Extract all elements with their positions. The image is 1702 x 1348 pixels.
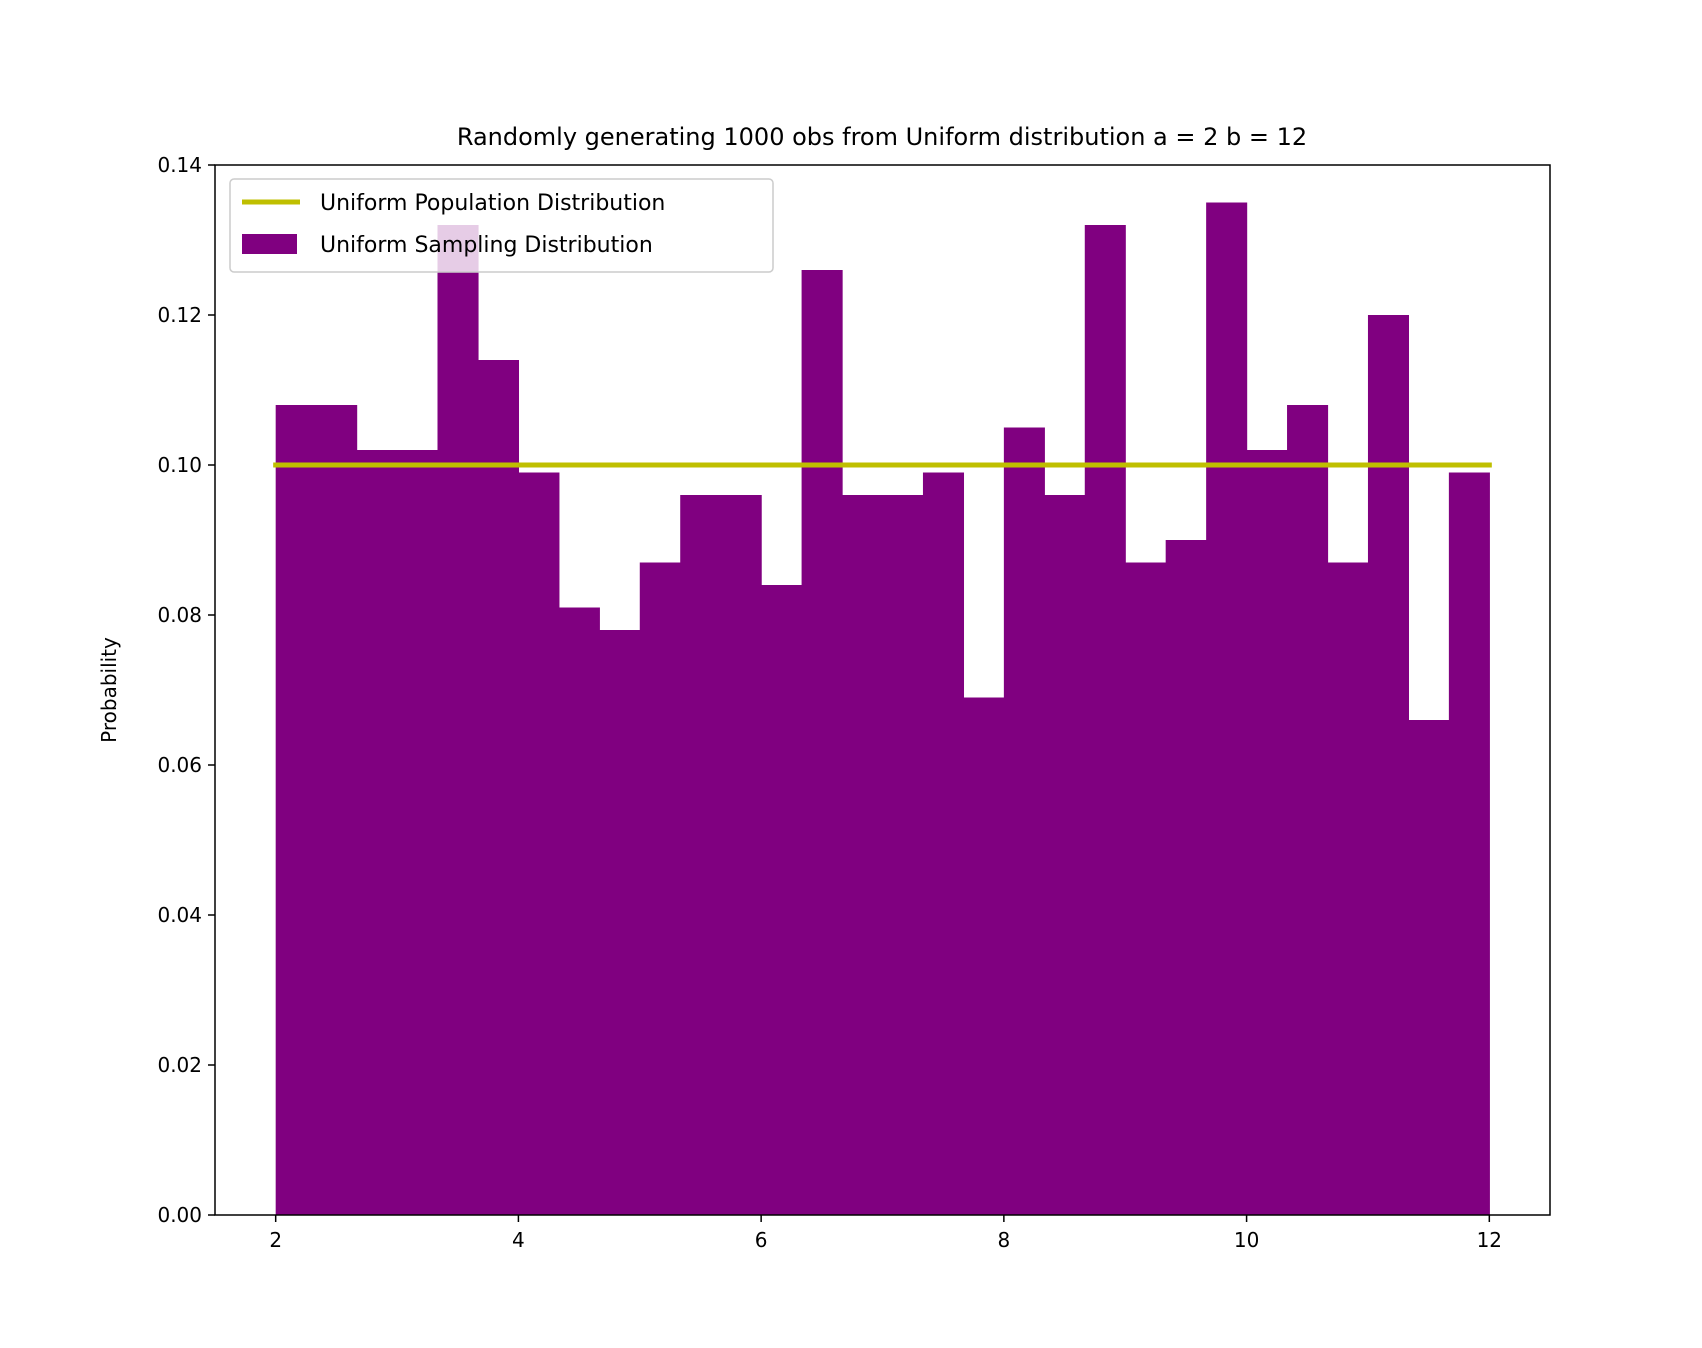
x-tick-label: 4 <box>512 1228 525 1252</box>
histogram-bar <box>963 697 1005 1215</box>
histogram-bar <box>437 225 479 1215</box>
histogram-bar <box>882 495 924 1215</box>
legend: Uniform Population Distribution Uniform … <box>229 178 774 273</box>
x-tick-label: 2 <box>269 1228 282 1252</box>
y-tick-label: 0.14 <box>157 153 202 177</box>
y-tick-label: 0.00 <box>157 1203 202 1227</box>
histogram-bar <box>680 495 722 1215</box>
legend-box <box>229 178 774 273</box>
histogram-bar <box>1327 562 1369 1215</box>
histogram-bar <box>558 607 600 1215</box>
histogram-bar <box>356 450 398 1215</box>
x-tick-label: 12 <box>1477 1228 1502 1252</box>
legend-bar-swatch <box>242 234 297 254</box>
x-tick-label: 6 <box>755 1228 768 1252</box>
histogram-bar <box>1287 405 1329 1215</box>
histogram-bar <box>1367 315 1410 1215</box>
legend-label-sampling: Uniform Sampling Distribution <box>320 233 653 258</box>
histogram-bar <box>518 472 560 1215</box>
histogram-bar <box>1044 495 1086 1215</box>
x-axis: 2 4 6 8 10 12 <box>269 1215 1502 1252</box>
y-tick-label: 0.06 <box>157 753 202 777</box>
y-tick-label: 0.12 <box>157 303 202 327</box>
histogram-bar <box>761 585 803 1215</box>
histogram-bar <box>1206 202 1248 1215</box>
x-tick-label: 8 <box>997 1228 1010 1252</box>
histogram-bar <box>477 360 520 1215</box>
histogram-bar <box>599 630 641 1215</box>
histogram-bar <box>397 450 439 1215</box>
histogram-bar <box>1165 540 1207 1215</box>
histogram-bar <box>1084 225 1126 1215</box>
histogram-bars <box>275 202 1490 1215</box>
plot-frame <box>214 164 1551 1216</box>
histogram-bar <box>639 562 681 1215</box>
y-tick-label: 0.08 <box>157 603 202 627</box>
y-axis: 0.00 0.02 0.04 0.06 0.08 0.10 0.12 0.14 <box>157 153 215 1227</box>
histogram-bar <box>275 405 317 1215</box>
y-tick-label: 0.10 <box>157 453 202 477</box>
x-tick-label: 10 <box>1234 1228 1259 1252</box>
histogram-bar <box>1448 472 1490 1215</box>
y-tick-label: 0.04 <box>157 903 202 927</box>
histogram-bar <box>1408 720 1450 1215</box>
histogram-bar <box>1003 427 1045 1215</box>
histogram-bar <box>316 405 358 1215</box>
histogram-bar <box>842 495 884 1215</box>
y-tick-label: 0.02 <box>157 1053 202 1077</box>
legend-label-population: Uniform Population Distribution <box>320 191 665 216</box>
histogram-bar <box>720 495 762 1215</box>
histogram-bar <box>1125 562 1167 1215</box>
histogram-bar <box>801 270 843 1215</box>
y-axis-label: Probability <box>97 637 121 743</box>
histogram-bar <box>922 472 965 1215</box>
histogram-bar <box>1246 450 1288 1215</box>
chart-title: Randomly generating 1000 obs from Unifor… <box>457 123 1307 151</box>
